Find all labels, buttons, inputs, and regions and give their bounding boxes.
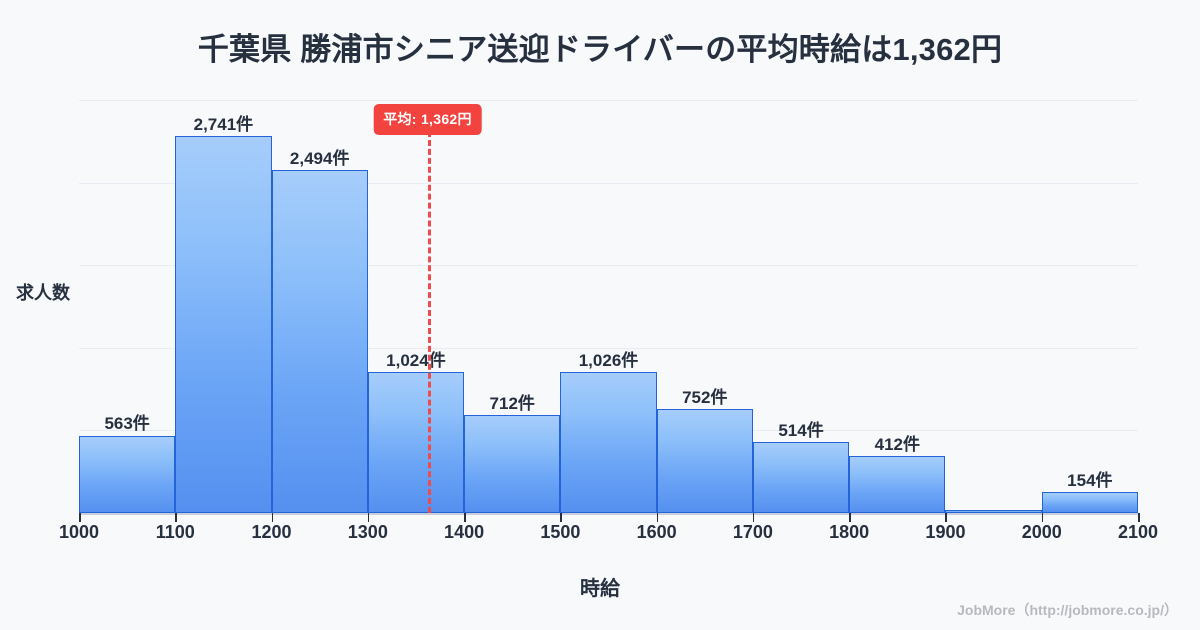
bar-value-label: 2,741件	[193, 114, 254, 134]
x-axis-tick-label: 1700	[732, 522, 773, 542]
x-axis-tick-label: 1500	[540, 522, 581, 542]
x-axis-tick-label: 1100	[155, 522, 195, 542]
x-axis-tick-mark	[849, 513, 851, 522]
bar-value-label: 154件	[1067, 470, 1113, 490]
x-axis-tick-label: 1900	[925, 522, 966, 542]
x-axis-tick-mark	[1041, 513, 1044, 522]
average-line	[427, 131, 431, 513]
bar-value-label: 563件	[104, 414, 150, 434]
histogram-bar	[1041, 491, 1138, 513]
x-axis-tick-mark	[656, 513, 659, 522]
x-axis-tick-mark	[752, 513, 755, 522]
x-axis-tick-mark	[175, 513, 177, 522]
histogram-bar	[79, 435, 176, 513]
x-axis-tick-label: 1400	[444, 522, 485, 542]
x-axis-title: 時給	[580, 578, 620, 600]
x-axis-tick-label: 1800	[829, 522, 870, 542]
x-axis-tick-label: 1000	[58, 522, 100, 542]
gridline	[79, 265, 1138, 267]
x-axis-tick-mark	[271, 513, 274, 522]
gridline	[79, 182, 1138, 184]
x-axis-tick-label: 1300	[347, 522, 388, 542]
x-axis-baseline	[79, 513, 1138, 515]
x-axis-tick-mark	[1138, 513, 1140, 522]
histogram-bar	[849, 456, 946, 513]
x-axis-tick-mark	[560, 513, 562, 522]
average-badge: 平均: 1,362円	[373, 104, 482, 135]
histogram-bar	[560, 371, 657, 513]
bar-value-label: 2,494件	[289, 148, 350, 168]
gridline	[79, 347, 1138, 349]
bar-value-label: 1,024件	[386, 351, 446, 371]
x-axis-tick-mark	[464, 513, 466, 522]
y-axis-title: 求人数	[16, 283, 70, 303]
histogram-bar	[945, 509, 1042, 513]
bar-value-label: 412件	[874, 435, 920, 455]
page-title: 千葉県 勝浦市シニア送迎ドライバーの平均時給は1,362円	[197, 31, 1003, 67]
bar-value-label: 1,026件	[578, 350, 639, 370]
histogram-bar	[367, 372, 465, 513]
bar-value-label: 752件	[682, 388, 728, 408]
histogram-bar	[656, 409, 753, 513]
x-axis-tick-mark	[945, 513, 947, 522]
x-axis-tick-label: 2100	[1117, 522, 1159, 542]
histogram-bar	[752, 442, 850, 513]
histogram-bar	[271, 169, 368, 513]
bar-value-label: 712件	[489, 393, 535, 413]
gridline	[79, 100, 1138, 101]
x-axis-tick-label: 1600	[636, 522, 677, 542]
x-axis-tick-label: 1200	[251, 522, 292, 542]
x-axis-tick-mark	[367, 513, 370, 522]
bar-value-label: 514件	[778, 421, 824, 441]
histogram-bar	[175, 135, 272, 513]
footer-credit: JobMore（http://jobmore.co.jp/）	[957, 602, 1178, 618]
x-axis-tick-mark	[79, 513, 81, 522]
histogram-bar	[464, 414, 561, 513]
x-axis-tick-label: 2000	[1021, 522, 1062, 542]
